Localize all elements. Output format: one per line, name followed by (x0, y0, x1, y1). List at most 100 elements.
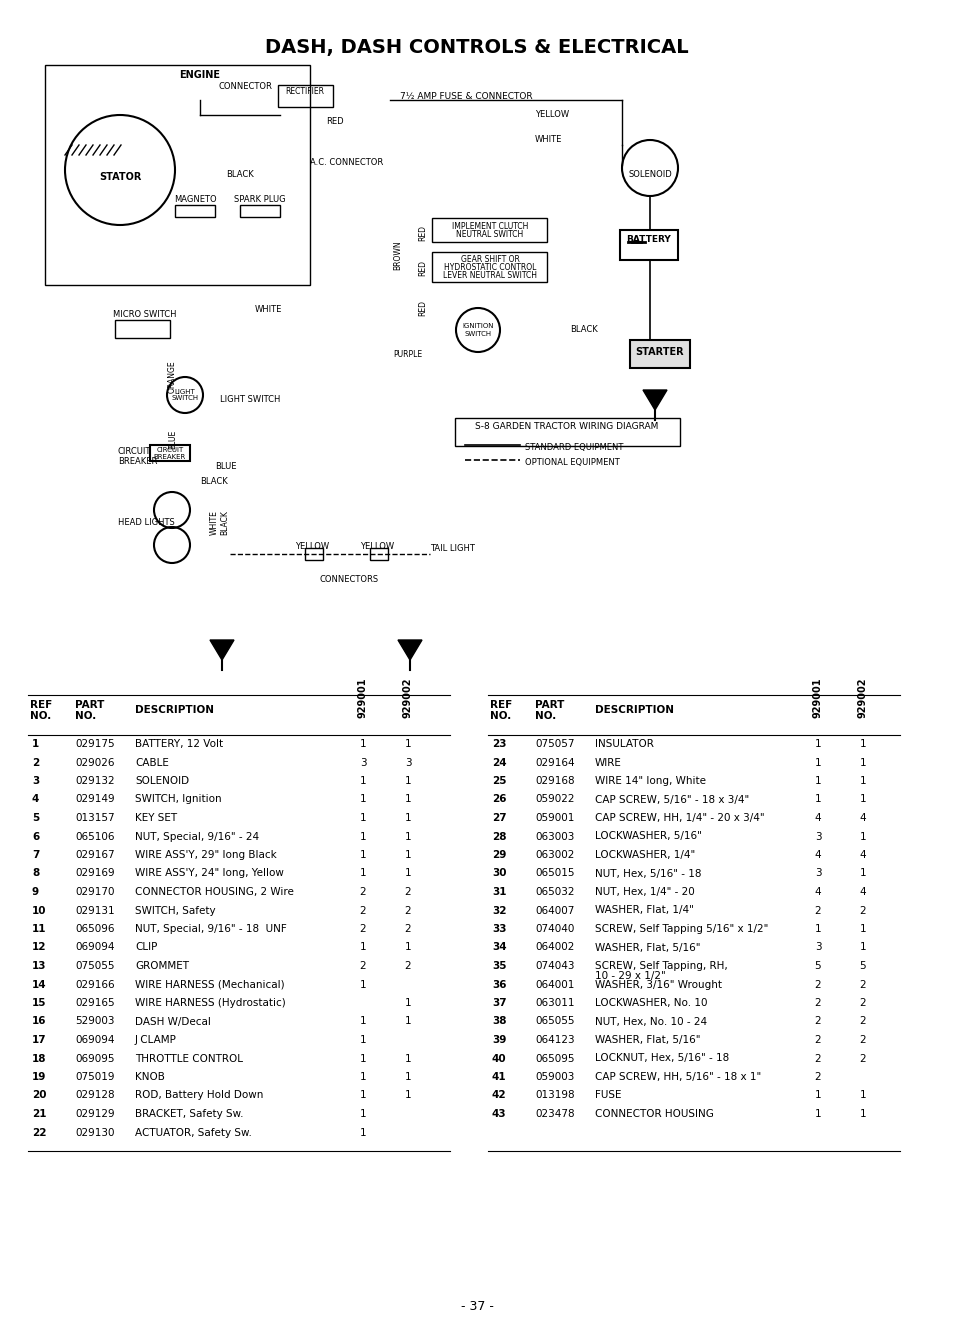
Text: 3: 3 (404, 758, 411, 767)
Text: 029026: 029026 (75, 758, 114, 767)
Text: NEUTRAL SWITCH: NEUTRAL SWITCH (456, 230, 523, 239)
Text: SCREW, Self Tapping, RH,: SCREW, Self Tapping, RH, (595, 962, 727, 971)
Text: SOLENOID: SOLENOID (627, 170, 671, 180)
Bar (432, 218, 546, 242)
Bar (277, 85, 333, 106)
Text: 14: 14 (32, 979, 47, 990)
Text: 059001: 059001 (535, 813, 574, 823)
Text: 1: 1 (404, 1072, 411, 1083)
Text: RED: RED (326, 117, 343, 126)
Text: 36: 36 (492, 979, 506, 990)
Text: 1: 1 (359, 1035, 366, 1045)
Text: 064002: 064002 (535, 943, 574, 952)
Text: 1: 1 (404, 1091, 411, 1100)
Text: 065055: 065055 (535, 1016, 574, 1027)
Text: 2: 2 (359, 962, 366, 971)
Text: 2: 2 (814, 1035, 821, 1045)
Text: 1: 1 (859, 739, 865, 749)
Text: 065095: 065095 (535, 1053, 574, 1064)
Text: 029149: 029149 (75, 794, 114, 805)
Text: NO.: NO. (490, 712, 511, 721)
Polygon shape (642, 390, 666, 410)
Text: S-8 GARDEN TRACTOR WIRING DIAGRAM: S-8 GARDEN TRACTOR WIRING DIAGRAM (475, 422, 658, 431)
Text: 9: 9 (32, 887, 39, 896)
Text: SWITCH, Safety: SWITCH, Safety (135, 906, 215, 915)
Text: NO.: NO. (535, 712, 556, 721)
Text: DASH W/Decal: DASH W/Decal (135, 1016, 211, 1027)
Text: 1: 1 (859, 1109, 865, 1119)
Text: 1: 1 (404, 1016, 411, 1027)
Text: 2: 2 (404, 906, 411, 915)
Text: 1: 1 (359, 1016, 366, 1027)
Text: 029170: 029170 (75, 887, 114, 896)
Text: 1: 1 (814, 794, 821, 805)
Text: 029128: 029128 (75, 1091, 114, 1100)
Text: 4: 4 (814, 887, 821, 896)
Text: 1: 1 (359, 1128, 366, 1137)
Text: 2: 2 (859, 979, 865, 990)
Text: BROWN: BROWN (393, 239, 401, 270)
Text: 2: 2 (859, 998, 865, 1008)
Bar (455, 418, 679, 446)
Text: 065032: 065032 (535, 887, 574, 896)
Text: 029131: 029131 (75, 906, 114, 915)
Text: 5: 5 (814, 962, 821, 971)
Text: 2: 2 (814, 1053, 821, 1064)
Text: WASHER, Flat, 1/4": WASHER, Flat, 1/4" (595, 906, 693, 915)
Text: 2: 2 (859, 906, 865, 915)
Text: 1: 1 (859, 1091, 865, 1100)
Text: 059003: 059003 (535, 1072, 574, 1083)
Text: 4: 4 (859, 850, 865, 861)
Text: YELLOW: YELLOW (359, 543, 394, 551)
Text: LEVER NEUTRAL SWITCH: LEVER NEUTRAL SWITCH (442, 271, 537, 281)
Text: 15: 15 (32, 998, 47, 1008)
Text: 1: 1 (359, 775, 366, 786)
Text: 18: 18 (32, 1053, 47, 1064)
Text: BLACK: BLACK (220, 509, 229, 535)
Text: REF: REF (30, 700, 52, 710)
Text: 4: 4 (814, 850, 821, 861)
Text: 2: 2 (859, 1035, 865, 1045)
Text: BLACK: BLACK (569, 325, 598, 334)
Text: FUSE: FUSE (595, 1091, 620, 1100)
Text: CABLE: CABLE (135, 758, 169, 767)
Text: LOCKWASHER, No. 10: LOCKWASHER, No. 10 (595, 998, 707, 1008)
Text: 38: 38 (492, 1016, 506, 1027)
Text: WIRE ASS'Y, 24" long, Yellow: WIRE ASS'Y, 24" long, Yellow (135, 868, 284, 879)
Text: 029130: 029130 (75, 1128, 114, 1137)
Text: CAP SCREW, 5/16" - 18 x 3/4": CAP SCREW, 5/16" - 18 x 3/4" (595, 794, 748, 805)
Text: NUT, Hex, 5/16" - 18: NUT, Hex, 5/16" - 18 (595, 868, 700, 879)
Text: 1: 1 (814, 1109, 821, 1119)
Text: 29: 29 (492, 850, 506, 861)
Text: 075057: 075057 (535, 739, 574, 749)
Text: ACTUATOR, Safety Sw.: ACTUATOR, Safety Sw. (135, 1128, 252, 1137)
Text: 1: 1 (32, 739, 39, 749)
Text: ORANGE: ORANGE (168, 360, 177, 392)
Text: 029164: 029164 (535, 758, 574, 767)
Text: LOCKNUT, Hex, 5/16" - 18: LOCKNUT, Hex, 5/16" - 18 (595, 1053, 728, 1064)
Text: 1: 1 (359, 1053, 366, 1064)
Text: - 37 -: - 37 - (460, 1299, 493, 1313)
Text: 2: 2 (814, 979, 821, 990)
Text: 2: 2 (359, 887, 366, 896)
Text: 28: 28 (492, 831, 506, 842)
Text: 4: 4 (32, 794, 39, 805)
Text: 064001: 064001 (535, 979, 574, 990)
Text: NUT, Special, 9/16" - 18  UNF: NUT, Special, 9/16" - 18 UNF (135, 924, 287, 934)
Text: RED: RED (417, 259, 427, 277)
Text: 37: 37 (492, 998, 506, 1008)
Text: 42: 42 (492, 1091, 506, 1100)
Text: 43: 43 (492, 1109, 506, 1119)
Text: 059022: 059022 (535, 794, 574, 805)
Text: CIRCUIT
BREAKER: CIRCUIT BREAKER (153, 447, 186, 460)
Text: 23: 23 (492, 739, 506, 749)
Text: STARTER: STARTER (635, 347, 683, 356)
Text: 24: 24 (492, 758, 506, 767)
Text: 064123: 064123 (535, 1035, 574, 1045)
Bar (115, 321, 170, 338)
Text: 1: 1 (404, 1053, 411, 1064)
Text: 1: 1 (359, 1072, 366, 1083)
Text: STANDARD EQUIPMENT: STANDARD EQUIPMENT (524, 443, 622, 452)
Polygon shape (397, 640, 421, 660)
Text: 529003: 529003 (75, 1016, 114, 1027)
